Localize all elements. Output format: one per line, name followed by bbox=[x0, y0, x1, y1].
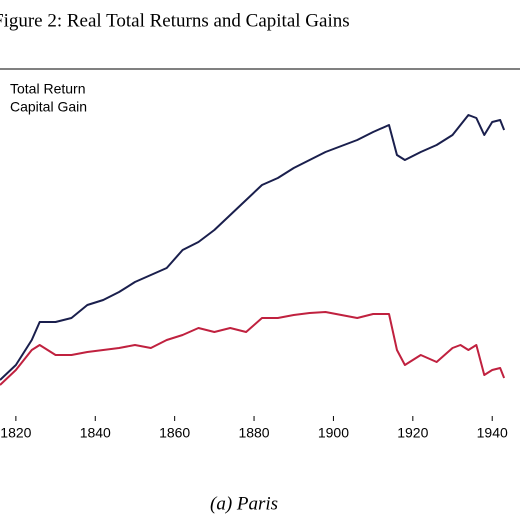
legend-label: Total Return bbox=[10, 81, 85, 97]
x-tick-label: 1840 bbox=[80, 425, 111, 441]
caption: (a) Paris bbox=[210, 493, 278, 514]
plot-area bbox=[0, 114, 506, 386]
x-tick-label: 1940 bbox=[477, 425, 508, 441]
x-tick-label: 1860 bbox=[159, 425, 190, 441]
legend-label: Capital Gain bbox=[10, 99, 87, 115]
chart-title: Figure 2: Real Total Returns and Capital… bbox=[0, 10, 350, 31]
data-line bbox=[0, 311, 506, 386]
x-tick-label: 1920 bbox=[397, 425, 428, 441]
data-line bbox=[0, 114, 506, 381]
x-tick-label: 1820 bbox=[0, 425, 31, 441]
x-tick-label: 1880 bbox=[238, 425, 269, 441]
x-tick-label: 1900 bbox=[318, 425, 349, 441]
